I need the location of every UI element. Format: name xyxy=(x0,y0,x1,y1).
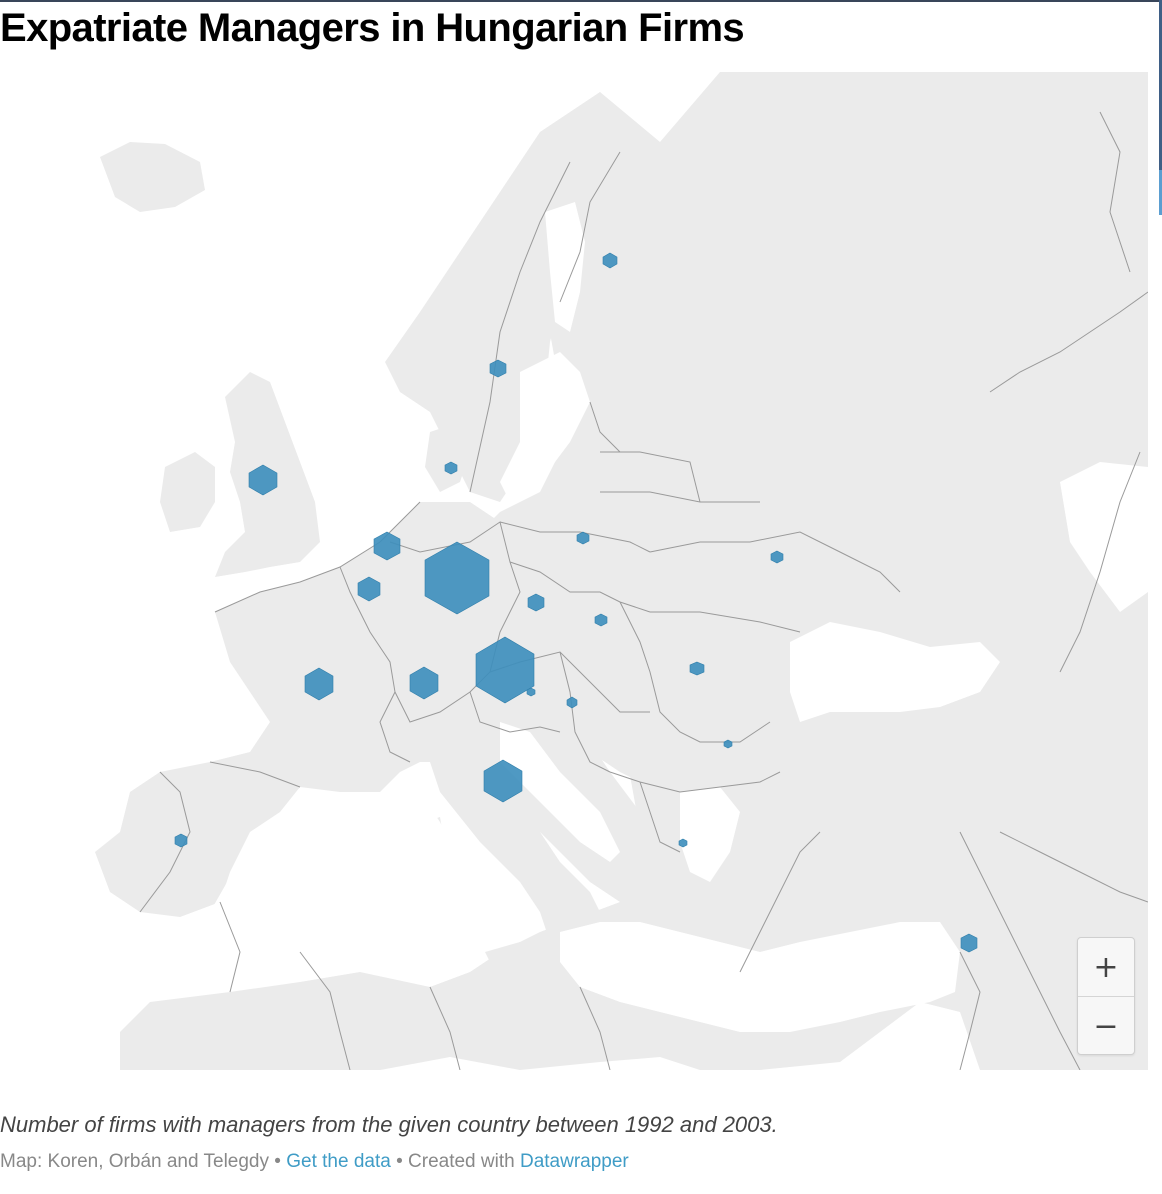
symbol-sweden[interactable] xyxy=(489,359,507,378)
get-data-link[interactable]: Get the data xyxy=(286,1151,391,1172)
symbol-czechia[interactable] xyxy=(527,593,545,612)
symbol-denmark[interactable] xyxy=(444,461,458,475)
scrollbar[interactable] xyxy=(1159,0,1162,215)
top-rule xyxy=(0,0,1162,2)
scrollbar-thumb[interactable] xyxy=(1159,170,1162,215)
footer: Map: Koren, Orbán and Telegdy • Get the … xyxy=(0,1151,629,1173)
datawrapper-link[interactable]: Datawrapper xyxy=(519,1151,629,1172)
zoom-control: + − xyxy=(1077,937,1135,1055)
symbol-netherlands[interactable] xyxy=(373,531,401,561)
symbol-ukraine[interactable] xyxy=(770,550,784,564)
source-credit: Map: Koren, Orbán and Telegdy xyxy=(0,1151,269,1172)
symbol-france[interactable] xyxy=(304,667,334,701)
symbol-spain[interactable] xyxy=(174,833,188,848)
symbol-italy[interactable] xyxy=(483,759,523,803)
symbol-greece[interactable] xyxy=(678,838,688,848)
zoom-in-button[interactable]: + xyxy=(1093,949,1119,985)
symbol-austria[interactable] xyxy=(475,636,535,704)
symbol-poland[interactable] xyxy=(576,531,590,545)
symbol-belgium[interactable] xyxy=(357,576,381,602)
country-borders xyxy=(139,111,1148,1070)
zoom-divider xyxy=(1078,996,1134,997)
symbol-uk[interactable] xyxy=(248,464,278,496)
separator-1: • xyxy=(274,1151,281,1172)
map-title: Expatriate Managers in Hungarian Firms xyxy=(0,6,745,50)
symbol-israel[interactable] xyxy=(960,933,978,953)
land-layer xyxy=(95,72,1148,1070)
symbol-slovakia[interactable] xyxy=(594,613,608,627)
map-area[interactable] xyxy=(0,72,1148,1070)
symbol-croatia[interactable] xyxy=(566,696,578,709)
symbol-slovenia[interactable] xyxy=(526,687,536,697)
separator-2: • xyxy=(396,1151,403,1172)
symbol-germany[interactable] xyxy=(424,541,490,615)
symbol-finland[interactable] xyxy=(602,252,618,269)
map-description: Number of firms with managers from the g… xyxy=(0,1112,778,1137)
symbol-romania[interactable] xyxy=(689,661,705,676)
symbol-bulgaria[interactable] xyxy=(723,739,733,749)
europe-map[interactable] xyxy=(0,72,1148,1070)
symbols-layer xyxy=(174,252,978,953)
created-with-text: Created with xyxy=(408,1151,515,1172)
symbol-switzerland[interactable] xyxy=(409,666,439,700)
zoom-out-button[interactable]: − xyxy=(1093,1008,1119,1044)
